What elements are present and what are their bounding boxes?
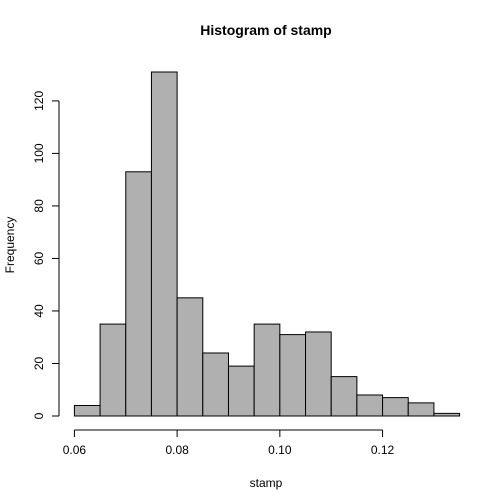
histogram-bar bbox=[99, 323, 127, 417]
y-tick-label: 60 bbox=[32, 251, 46, 265]
histogram-bar bbox=[150, 71, 178, 417]
histogram-bar bbox=[330, 376, 358, 417]
x-axis-label: stamp bbox=[250, 476, 283, 490]
histogram-bar bbox=[433, 412, 461, 417]
y-tick-label: 120 bbox=[32, 91, 46, 111]
histogram-bar bbox=[407, 402, 435, 417]
histogram-bar bbox=[176, 297, 204, 417]
histogram-bar bbox=[279, 334, 307, 417]
chart-title: Histogram of stamp bbox=[200, 22, 331, 38]
histogram-bar bbox=[382, 397, 409, 417]
y-axis: 0 20 40 60 80 100 120 bbox=[32, 91, 60, 419]
histogram-bar bbox=[125, 171, 152, 417]
histogram-bar bbox=[356, 394, 384, 417]
x-axis: 0.06 0.08 0.10 0.12 bbox=[63, 429, 395, 457]
histogram-bar bbox=[202, 352, 229, 417]
y-tick-label: 0 bbox=[32, 412, 46, 419]
x-tick-label: 0.12 bbox=[371, 443, 395, 457]
y-tick-label: 20 bbox=[32, 356, 46, 370]
x-tick-label: 0.06 bbox=[63, 443, 87, 457]
y-tick-label: 100 bbox=[32, 143, 46, 163]
y-axis-label: Frequency bbox=[3, 217, 17, 274]
bars-group bbox=[73, 71, 461, 417]
histogram-bar bbox=[227, 365, 255, 417]
histogram-bar bbox=[305, 331, 332, 417]
histogram-bar bbox=[73, 405, 101, 417]
y-tick-label: 80 bbox=[32, 199, 46, 213]
y-tick-label: 40 bbox=[32, 304, 46, 318]
x-tick-label: 0.08 bbox=[165, 443, 189, 457]
x-tick-label: 0.10 bbox=[268, 443, 292, 457]
histogram-bar bbox=[253, 323, 281, 417]
